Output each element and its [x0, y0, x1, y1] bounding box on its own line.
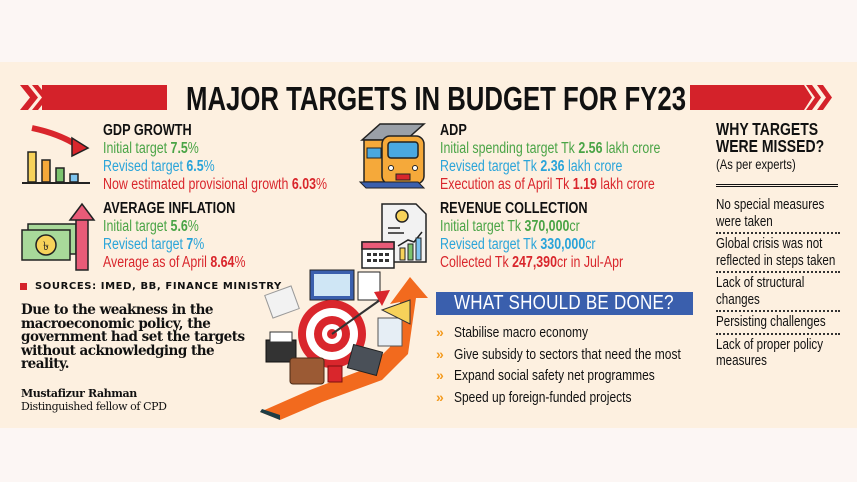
list-item: » Speed up foreign-funded projects	[436, 387, 737, 409]
gdp-estimated-growth: Now estimated provisional growth 6.03%	[103, 176, 328, 193]
revenue-revised-target: Revised target Tk 330,000cr	[440, 236, 596, 253]
inflation-revised-target: Revised target 7%	[103, 236, 205, 253]
list-item: » Expand social safety net programmes	[436, 365, 737, 387]
adp-heading: ADP	[440, 122, 467, 139]
adp-execution-april: Execution as of April Tk 1.19 lakh crore	[440, 176, 655, 193]
what-should-be-done-banner: WHAT SHOULD BE DONE?	[436, 292, 693, 315]
double-chevron-icon: »	[436, 345, 444, 362]
revenue-initial-target: Initial target Tk 370,000cr	[440, 218, 580, 235]
why-title-line1: WHY TARGETS	[716, 119, 819, 139]
list-item: » Give subsidy to sectors that need the m…	[436, 344, 737, 366]
target-growth-illustration-icon	[260, 269, 428, 420]
inflation-average-april: Average as of April 8.64%	[103, 254, 246, 271]
gdp-heading: GDP GROWTH	[103, 122, 192, 139]
adp-block: ADP Initial spending target Tk 2.56 lakh…	[440, 122, 715, 194]
reasons-list: No special measures were taken Global cr…	[716, 195, 846, 372]
adp-revised-target: Revised target Tk 2.36 lakh crore	[440, 158, 623, 175]
recommendations-list: » Stabilise macro economy » Give subsidy t…	[436, 322, 737, 408]
list-item: Persisting challenges	[716, 312, 840, 335]
gdp-initial-target: Initial target 7.5%	[103, 140, 199, 157]
revenue-collection-block: REVENUE COLLECTION Initial target Tk 370…	[440, 200, 669, 272]
revenue-report-icon	[361, 203, 427, 269]
money-inflation-arrow-icon: ৳	[21, 202, 96, 271]
double-chevron-icon: »	[436, 324, 444, 340]
declining-bar-chart-icon	[22, 125, 90, 184]
list-item: Lack of proper policy measures	[716, 336, 824, 370]
expert-quote: Due to the weakness in the macroeconomic…	[21, 302, 245, 372]
sources-note: SOURCES: IMED, BB, FINANCE MINISTRY	[20, 281, 282, 292]
inflation-initial-target: Initial target 5.6%	[103, 218, 199, 235]
why-title-line2: WERE MISSED?	[716, 136, 825, 156]
average-inflation-block: AVERAGE INFLATION Initial target 5.6% Re…	[103, 200, 281, 272]
header-bar-right	[690, 85, 802, 110]
chevron-right-icon	[20, 85, 48, 110]
quote-attribution: Mustafizur Rahman Distinguished fellow o…	[21, 387, 167, 413]
quote-author-role: Distinguished fellow of CPD	[21, 400, 167, 413]
header-bar-left	[42, 85, 167, 110]
revenue-collected: Collected Tk 247,390cr in Jul-Apr	[440, 254, 624, 271]
svg-text:৳: ৳	[43, 239, 49, 253]
chevron-right-icon	[798, 85, 832, 110]
double-chevron-icon: »	[436, 388, 444, 405]
adp-initial-target: Initial spending target Tk 2.56 lakh cro…	[440, 140, 661, 157]
list-item: Global crisis was not reflected in steps…	[716, 234, 840, 273]
double-chevron-icon: »	[436, 367, 444, 383]
double-divider	[716, 184, 838, 188]
inflation-heading: AVERAGE INFLATION	[103, 200, 236, 217]
list-item: Lack of structural changes	[716, 273, 840, 312]
why-targets-missed-sidebar: WHY TARGETS WERE MISSED? (As per experts…	[716, 119, 846, 372]
list-item: No special measures were taken	[716, 195, 840, 234]
why-subtitle: (As per experts)	[716, 156, 796, 172]
list-item: » Stabilise macro economy	[436, 322, 737, 344]
train-icon	[358, 123, 426, 189]
red-square-icon	[20, 282, 27, 290]
gdp-revised-target: Revised target 6.5%	[103, 158, 215, 175]
gdp-growth-block: GDP GROWTH Initial target 7.5% Revised t…	[103, 122, 383, 194]
revenue-heading: REVENUE COLLECTION	[440, 200, 588, 217]
page-title: MAJOR TARGETS IN BUDGET FOR FY23	[186, 80, 687, 117]
quote-author: Mustafizur Rahman	[21, 387, 137, 400]
infographic-panel	[0, 62, 857, 428]
